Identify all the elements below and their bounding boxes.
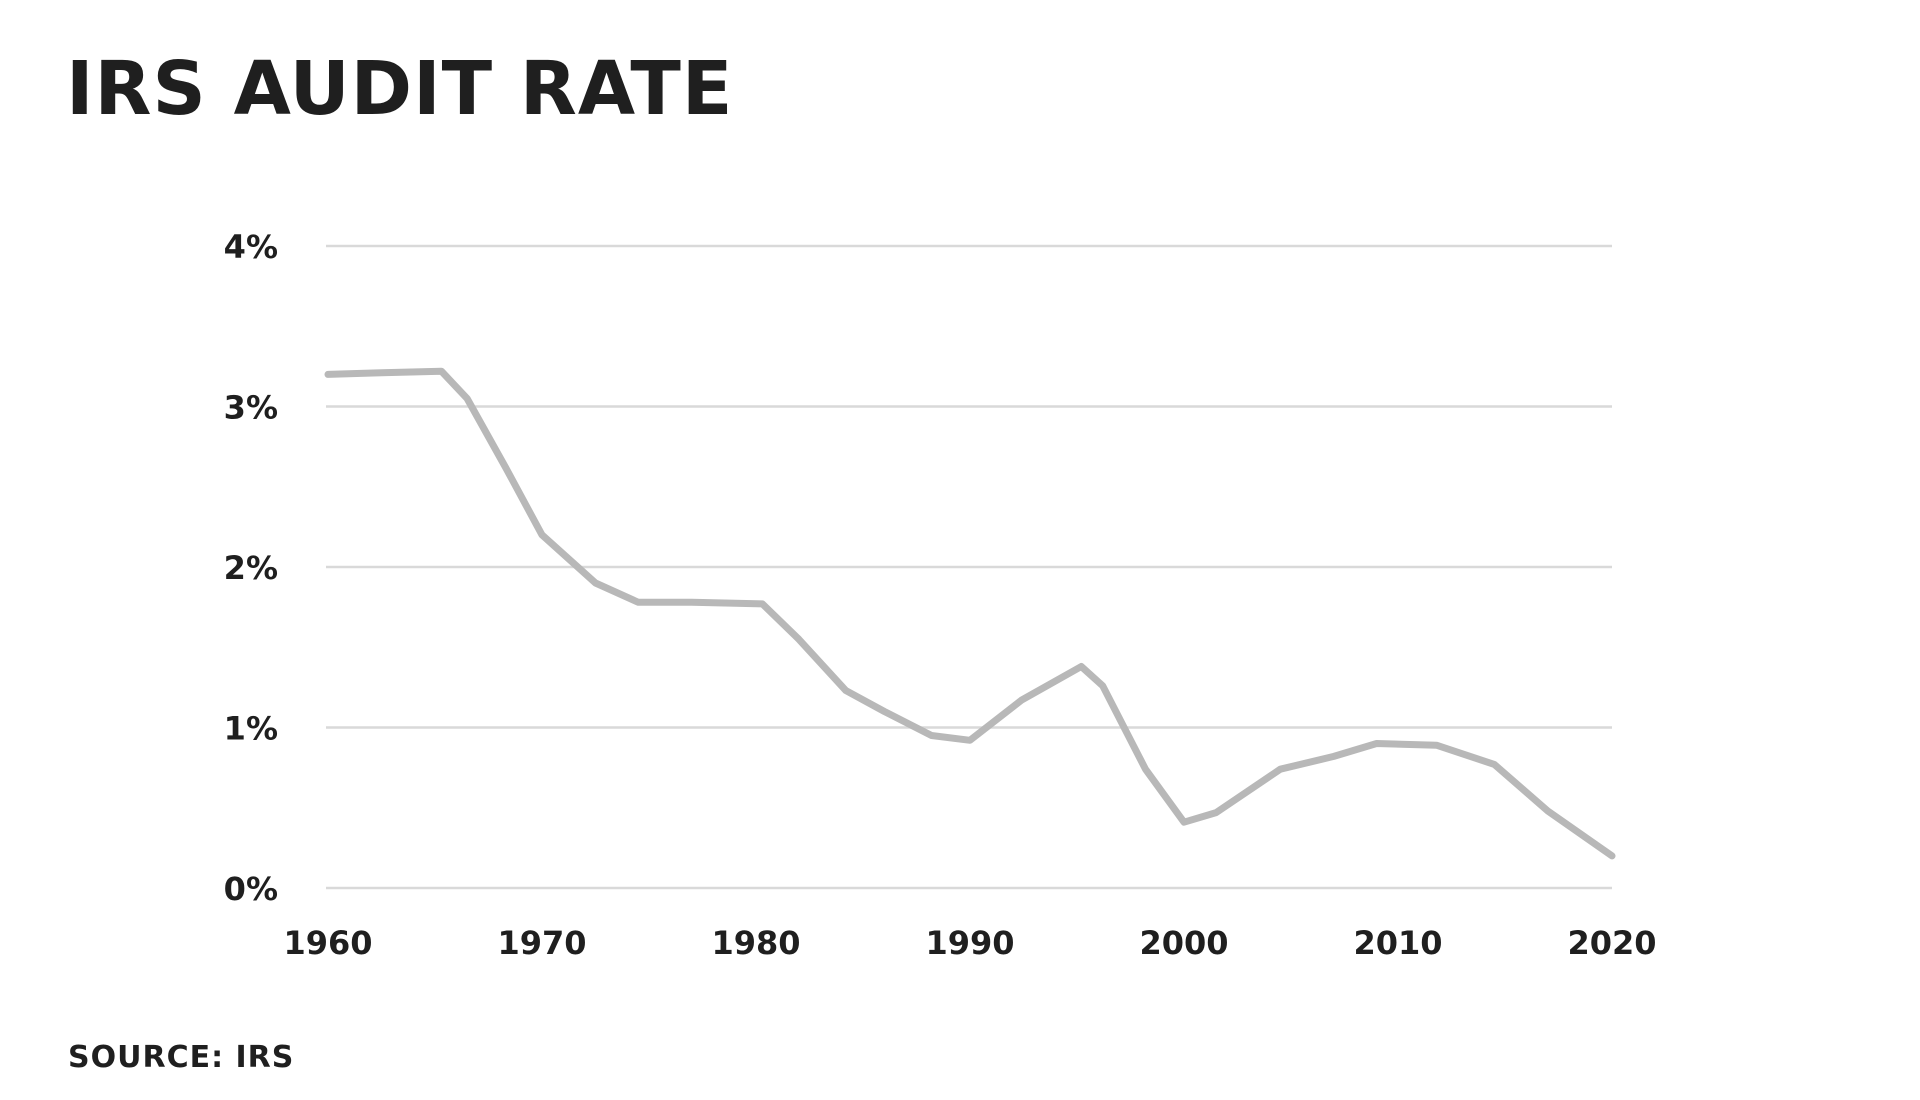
- y-tick-label: 3%: [224, 389, 278, 427]
- x-tick-label: 2010: [1353, 924, 1442, 962]
- series-line-audit-rate: [324, 367, 1616, 860]
- y-tick-label: 1%: [224, 710, 278, 748]
- x-tick-label: 1990: [925, 924, 1014, 962]
- x-tick-label: 2000: [1139, 924, 1228, 962]
- gridlines: [326, 244, 1612, 890]
- y-tick-label: 0%: [224, 870, 278, 908]
- x-tick-label: 1970: [497, 924, 586, 962]
- x-tick-label: 1980: [711, 924, 800, 962]
- source-note: SOURCE: IRS: [68, 1040, 295, 1075]
- x-axis-labels: 1960 1970 1980 1990 2000 2010 2020: [283, 924, 1656, 962]
- chart-title: IRS AUDIT RATE: [66, 46, 734, 132]
- y-tick-label: 4%: [224, 228, 278, 266]
- x-tick-label: 1960: [283, 924, 372, 962]
- series-layer: [324, 367, 1616, 860]
- y-tick-label: 2%: [224, 549, 278, 587]
- y-axis-labels: 0% 1% 2% 3% 4%: [224, 228, 278, 908]
- x-tick-label: 2020: [1567, 924, 1656, 962]
